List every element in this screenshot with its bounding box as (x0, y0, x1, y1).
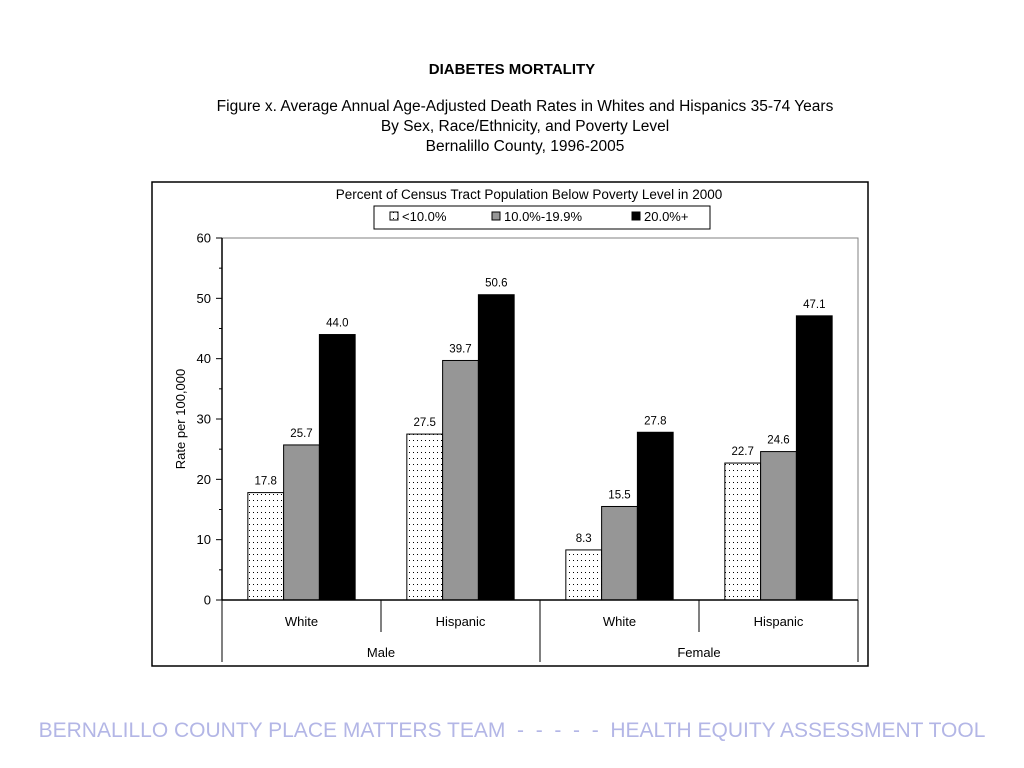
bar (406, 433, 444, 601)
data-label: 39.7 (449, 343, 471, 355)
x-category-label: White (603, 614, 636, 629)
footer-banner: BERNALILLO COUNTY PLACE MATTERS TEAM - -… (38, 719, 986, 742)
data-label: 44.0 (326, 318, 348, 330)
legend-label: <10.0% (402, 209, 447, 224)
data-label: 27.5 (414, 417, 436, 429)
legend-swatch (389, 211, 399, 221)
y-axis-title: Rate per 100,000 (173, 369, 188, 469)
data-label: 8.3 (576, 533, 592, 545)
x-category-label: Hispanic (754, 614, 804, 629)
bar (760, 451, 797, 601)
y-tick-label: 10 (197, 532, 211, 547)
y-tick-label: 60 (197, 231, 211, 246)
chart-title: Percent of Census Tract Population Below… (336, 187, 722, 202)
data-label: 22.7 (732, 446, 754, 458)
bar (636, 431, 674, 601)
y-tick-label: 20 (197, 472, 211, 487)
data-label: 47.1 (803, 299, 825, 311)
bar (601, 505, 638, 601)
data-label: 27.8 (644, 415, 666, 427)
y-tick-label: 0 (204, 593, 211, 608)
x-group-label: Male (367, 645, 395, 660)
bar (442, 359, 479, 601)
figure-caption-line-1: Figure x. Average Annual Age-Adjusted De… (216, 98, 834, 115)
y-tick-label: 30 (197, 412, 211, 427)
bar (318, 334, 356, 601)
bar (283, 444, 320, 601)
figure-caption-line-2: By Sex, Race/Ethnicity, and Poverty Leve… (380, 118, 670, 135)
bar (247, 492, 285, 601)
data-label: 24.6 (767, 435, 789, 447)
bar (565, 549, 603, 601)
data-label: 15.5 (608, 489, 630, 501)
figure-caption-line-3: Bernalillo County, 1996-2005 (425, 138, 625, 155)
bar (795, 315, 833, 601)
y-tick-label: 50 (197, 291, 211, 306)
x-category-label: White (285, 614, 318, 629)
bar (477, 294, 515, 601)
x-group-label: Female (677, 645, 720, 660)
bar (724, 462, 762, 601)
legend-label: 10.0%-19.9% (504, 209, 582, 224)
data-label: 25.7 (290, 428, 312, 440)
legend-label: 20.0%+ (644, 209, 688, 224)
legend-swatch (631, 211, 641, 221)
y-tick-label: 40 (197, 351, 211, 366)
data-label: 17.8 (255, 476, 277, 488)
legend-swatch (491, 211, 501, 221)
page-title: DIABETES MORTALITY (428, 61, 596, 78)
data-label: 50.6 (485, 278, 507, 290)
x-category-label: Hispanic (436, 614, 486, 629)
legend (373, 205, 711, 230)
